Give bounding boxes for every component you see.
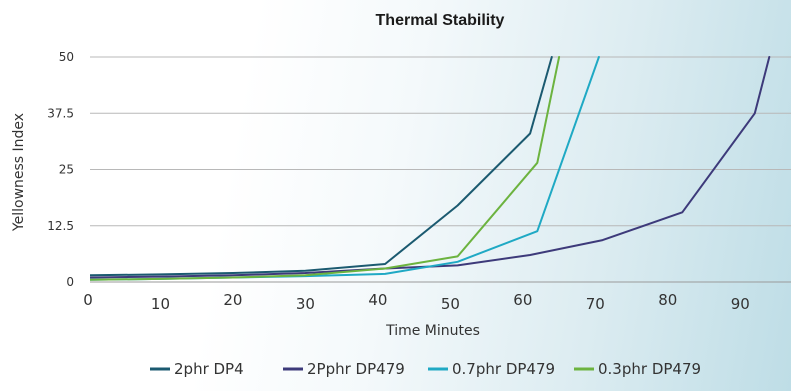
x-tick-label: 80 [658, 291, 677, 309]
series-line-2 [90, 56, 771, 279]
x-tick-label: 90 [731, 295, 750, 313]
x-tick-label: 0 [83, 291, 93, 309]
y-axis-label: Yellowness Index [11, 113, 27, 232]
x-axis-label: Time Minutes [385, 323, 480, 339]
legend-item: 2phr DP4 [150, 360, 244, 378]
x-tick-labels: 0 10 20 30 40 50 60 70 80 90 [83, 291, 750, 313]
y-tick-label: 12.5 [47, 219, 74, 233]
legend: 2phr DP4 2Pphr DP479 0.7phr DP479 0.3phr DP… [150, 360, 701, 378]
y-tick-label: 0 [66, 275, 74, 289]
x-tick-label: 20 [223, 291, 242, 309]
y-tick-label: 25 [59, 163, 74, 177]
legend-label: 2phr DP4 [174, 360, 244, 378]
x-tick-label: 10 [151, 295, 170, 313]
series-line-1 [90, 56, 553, 277]
x-tick-label: 50 [441, 295, 460, 313]
grid-lines [90, 56, 791, 283]
x-tick-label: 30 [296, 295, 315, 313]
legend-label: 2Pphr DP479 [307, 360, 405, 378]
y-tick-labels: 0 12.5 25 37.5 50 [47, 50, 74, 289]
series-line-3 [90, 56, 600, 281]
x-tick-label: 70 [586, 295, 605, 313]
legend-item: 0.3phr DP479 [574, 360, 701, 378]
y-tick-label: 37.5 [47, 106, 74, 120]
legend-label: 0.3phr DP479 [598, 360, 701, 378]
y-tick-label: 50 [59, 50, 74, 64]
x-tick-label: 60 [513, 291, 532, 309]
series-line-4 [90, 56, 561, 281]
legend-item: 2Pphr DP479 [283, 360, 405, 378]
series-lines [90, 56, 771, 281]
chart-title: Thermal Stability [376, 12, 505, 29]
x-tick-label: 40 [368, 291, 387, 309]
legend-item: 0.7phr DP479 [428, 360, 555, 378]
legend-label: 0.7phr DP479 [452, 360, 555, 378]
